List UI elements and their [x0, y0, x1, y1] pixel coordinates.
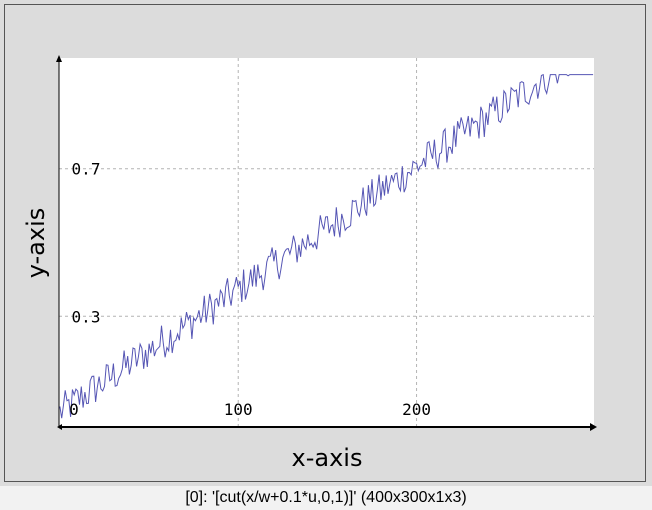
x-axis-arrow — [590, 423, 597, 431]
tick-labels: 0 100 200 0.7 0.3 — [69, 160, 431, 419]
x-axis-title: x-axis — [292, 444, 363, 472]
y-axis-title: y-axis — [22, 208, 50, 279]
status-bar: [0]: '[cut(x/w+0.1*u,0,1)]' (400x300x1x3… — [0, 486, 652, 510]
x-tick-label: 0 — [69, 400, 79, 419]
y-tick-label: 0.3 — [72, 307, 101, 326]
chart: 0 100 200 0.7 0.3 x-axis y-axis — [22, 55, 597, 472]
series-line-0 — [59, 73, 594, 419]
plot-area — [59, 58, 594, 427]
plot-window: 0 100 200 0.7 0.3 x-axis y-axis — [0, 0, 652, 486]
grid — [59, 58, 594, 427]
axes — [56, 55, 597, 431]
x-tick-label: 100 — [224, 400, 253, 419]
y-axis-arrow — [56, 55, 62, 62]
x-tick-label: 200 — [402, 400, 431, 419]
x-axis-arrow-left — [57, 424, 62, 430]
y-tick-label: 0.7 — [72, 160, 101, 179]
status-text: [0]: '[cut(x/w+0.1*u,0,1)]' (400x300x1x3… — [185, 489, 467, 506]
plot-frame — [4, 4, 646, 482]
